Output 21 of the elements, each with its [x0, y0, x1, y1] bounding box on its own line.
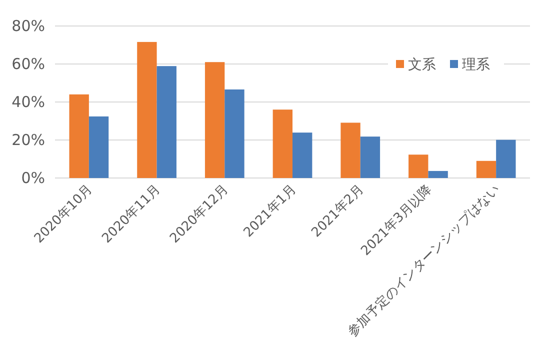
- bar: [224, 89, 244, 178]
- bar: [88, 116, 109, 178]
- y-tick-label: 20%: [12, 131, 45, 149]
- bar: [476, 160, 496, 178]
- y-tick-label: 80%: [12, 17, 45, 35]
- bar: [360, 136, 380, 178]
- bar: [292, 132, 312, 178]
- legend-label: 文系: [408, 57, 436, 73]
- legend-label: 理系: [462, 57, 490, 73]
- y-tick-label: 0%: [21, 169, 45, 187]
- y-tick-label: 40%: [12, 93, 45, 111]
- bar: [272, 110, 292, 178]
- bar: [137, 42, 157, 178]
- bar: [69, 94, 89, 178]
- bar: [340, 122, 360, 178]
- bar: [496, 140, 516, 178]
- bar: [428, 170, 448, 178]
- y-tick-label: 60%: [12, 55, 45, 73]
- bar: [156, 66, 176, 178]
- bar: [204, 62, 225, 178]
- bar: [408, 154, 428, 178]
